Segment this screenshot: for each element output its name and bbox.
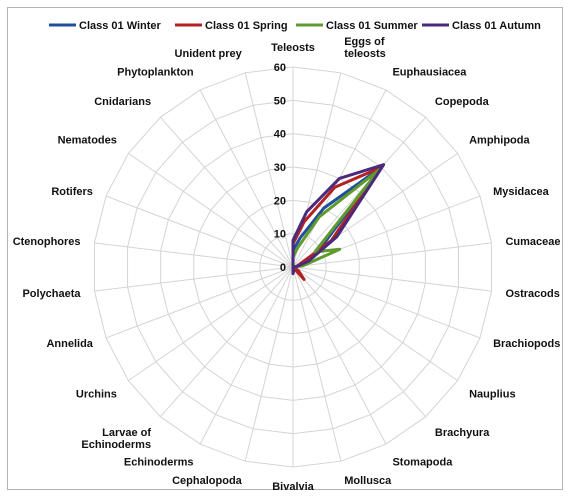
category-label: Eggs of teleosts xyxy=(344,36,386,60)
category-label: Ctenophores xyxy=(13,236,81,248)
legend-label: Class 01 Autumn xyxy=(452,20,541,32)
tick-label: 0 xyxy=(280,262,286,274)
category-label: Unident prey xyxy=(175,48,243,60)
category-label: Cnidarians xyxy=(94,96,151,108)
category-label: Brachyura xyxy=(435,427,490,439)
category-label: Mollusca xyxy=(344,475,392,487)
grid-spoke xyxy=(160,266,294,418)
category-label: Polychaeta xyxy=(22,288,81,300)
grid-spoke xyxy=(244,72,294,268)
grid-spoke xyxy=(94,266,294,292)
category-label: Echinoderms xyxy=(124,456,194,468)
legend-label: Class 01 Winter xyxy=(79,20,162,32)
category-label: Euphausiacea xyxy=(392,67,467,79)
tick-label: 60 xyxy=(274,62,286,74)
category-label: Mysidacea xyxy=(493,186,550,198)
category-label: Rotifers xyxy=(51,186,93,198)
grid-spoke xyxy=(244,266,294,462)
tick-label: 50 xyxy=(274,95,286,107)
radar-series xyxy=(291,163,386,281)
grid-spoke xyxy=(292,266,481,339)
grid-spoke xyxy=(292,266,426,418)
legend-label: Class 01 Spring xyxy=(205,20,288,32)
grid-spoke xyxy=(199,266,294,445)
tick-label: 10 xyxy=(274,229,286,241)
radar-grid xyxy=(93,66,493,468)
grid-spoke xyxy=(292,242,492,268)
grid-spoke xyxy=(128,152,294,268)
grid-spoke xyxy=(292,266,342,462)
grid-spoke xyxy=(292,266,387,445)
category-label: Larvae of Echinoderms xyxy=(81,427,151,451)
grid-spoke xyxy=(199,89,294,268)
radial-ticks: 0 10 20 30 40 50 60 xyxy=(274,62,286,274)
category-label: Brachiopods xyxy=(493,338,560,350)
category-label: Ostracods xyxy=(505,288,559,300)
legend-label: Class 01 Summer xyxy=(326,20,418,32)
category-label: Stomapoda xyxy=(392,456,453,468)
category-label: Teleosts xyxy=(271,42,315,54)
category-label: Phytoplankton xyxy=(117,67,194,79)
grid-spoke xyxy=(128,266,294,382)
grid-spoke xyxy=(292,266,492,292)
tick-label: 30 xyxy=(274,162,286,174)
category-label: Urchins xyxy=(76,389,117,401)
series-line-3 xyxy=(291,163,386,276)
category-label: Amphipoda xyxy=(469,134,530,146)
grid-spoke xyxy=(292,266,458,382)
category-label: Nematodes xyxy=(58,134,117,146)
category-label: Annelida xyxy=(46,338,93,350)
category-label: Cephalopoda xyxy=(172,475,243,487)
tick-label: 20 xyxy=(274,195,286,207)
category-label: Nauplius xyxy=(469,389,515,401)
grid-spoke xyxy=(160,116,294,268)
category-label: Cumaceae xyxy=(505,236,560,248)
category-labels: Teleosts Eggs of teleosts Euphausiacea Copep… xyxy=(13,36,561,493)
chart-frame xyxy=(7,7,563,490)
grid-spoke xyxy=(105,195,294,268)
grid-spoke xyxy=(94,242,294,268)
legend: Class 01 Winter Class 01 Spring Class 01 S… xyxy=(49,20,541,32)
grid-spoke xyxy=(105,266,294,339)
tick-label: 40 xyxy=(274,129,286,141)
category-label: Bivalvia xyxy=(272,481,314,493)
category-label: Copepoda xyxy=(435,96,490,108)
grid-spoke xyxy=(292,116,426,268)
